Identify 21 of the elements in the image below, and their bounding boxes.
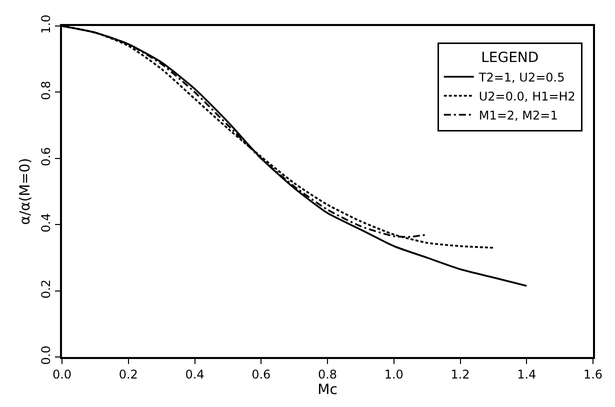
x-tick-label: 1.2 [450, 367, 470, 382]
x-tick-label: 0.8 [318, 367, 338, 382]
y-axis-title: α/α(M=0) [17, 158, 34, 225]
legend-title: LEGEND [481, 50, 539, 66]
y-tick-label: 1.0 [39, 14, 54, 34]
x-tick-label: 1.0 [384, 367, 404, 382]
x-tick-label: 0.4 [185, 367, 204, 382]
x-axis-title: Mc [318, 382, 338, 398]
y-tick-label: 0.8 [39, 80, 54, 100]
x-tick-label: 0.0 [52, 367, 72, 382]
legend-label: U2=0.0, H1=H2 [478, 89, 576, 104]
y-tick-label: 0.4 [39, 213, 54, 232]
x-tick-label: 0.6 [252, 367, 271, 382]
x-tick-label: 1.6 [583, 367, 603, 382]
x-tick-label: 0.2 [118, 367, 138, 382]
y-tick-label: 0.0 [39, 346, 54, 365]
y-tick-label: 0.6 [39, 147, 54, 166]
x-tick-label: 1.4 [517, 367, 536, 382]
legend-label: T2=1, U2=0.5 [478, 70, 565, 84]
legend-label: M1=2, M2=1 [478, 108, 558, 122]
y-tick-label: 0.2 [39, 279, 54, 299]
